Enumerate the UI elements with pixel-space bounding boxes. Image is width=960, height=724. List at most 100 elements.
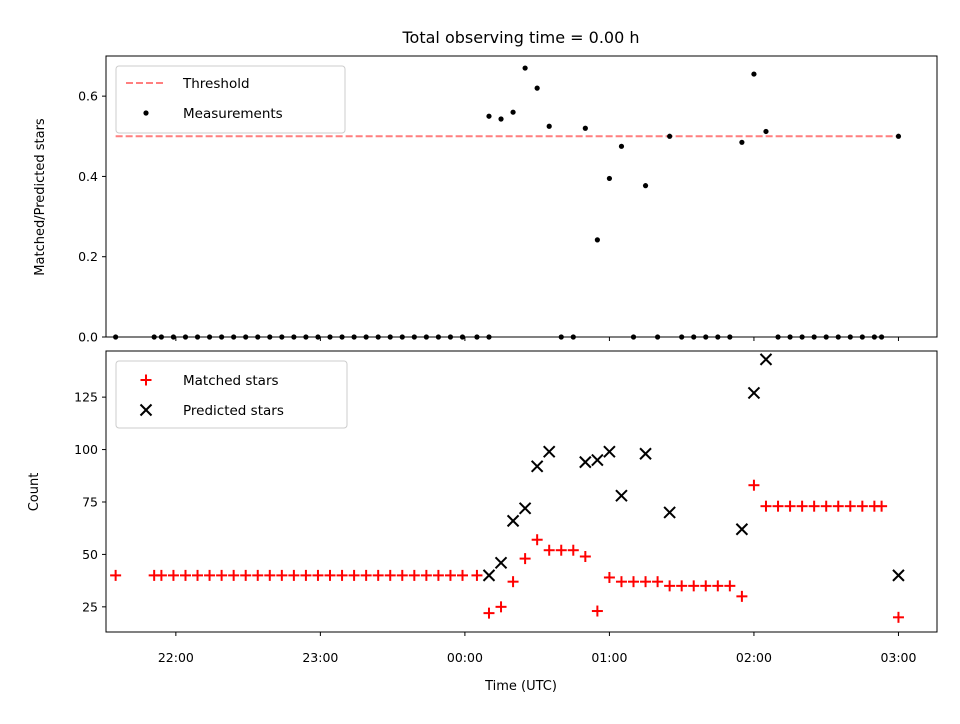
measurement-point [339, 334, 345, 340]
predicted-star-point-b [506, 514, 520, 528]
measurement-point [255, 334, 261, 340]
matched-star-point [760, 500, 772, 512]
legend-threshold-label: Threshold [182, 76, 250, 92]
matched-star-point [736, 590, 748, 602]
measurement-point [206, 334, 213, 340]
measurement-point [459, 334, 466, 340]
predicted-star-point [759, 353, 773, 366]
y-tick-label: 0.0 [78, 330, 98, 345]
predicted-star-point-b [494, 556, 508, 570]
matched-star-point [808, 500, 820, 512]
predicted-star-point [639, 447, 652, 460]
predicted-star-point [663, 506, 676, 519]
measurement-point [739, 139, 745, 145]
y-tick-label: 125 [74, 390, 98, 405]
measurement-point [654, 334, 661, 340]
matched-star-point [603, 571, 615, 583]
predicted-star-point-b [518, 502, 532, 515]
measurement-point [182, 334, 189, 340]
measurement-point [447, 334, 454, 340]
matched-star-point [652, 576, 664, 588]
measurement-point [727, 334, 733, 340]
matched-star-point [167, 569, 179, 581]
matched-star-point [579, 551, 591, 563]
ratio-panel: Matched/Predicted stars 0.0 0.2 0.4 0.6 Thre… [33, 55, 938, 345]
predicted-star-point-b [615, 489, 628, 502]
measurement-point [775, 334, 781, 340]
matched-star-point [796, 500, 808, 512]
matched-star-point [372, 569, 384, 581]
measurement-point [423, 334, 429, 340]
matched-star-point [336, 569, 348, 581]
measurement-point [435, 334, 441, 340]
matched-star-point [748, 479, 760, 491]
measurement-point [859, 334, 865, 340]
measurement-point [474, 334, 480, 340]
matched-star-point [300, 569, 312, 581]
measurement-point [170, 334, 177, 340]
top-y-axis-label: Matched/Predicted stars [33, 118, 48, 276]
predicted-star-point [747, 386, 761, 400]
measurement-point [194, 334, 201, 340]
predicted-star-point-b [603, 445, 616, 458]
measurement-point [522, 65, 528, 71]
measurement-point [763, 128, 769, 135]
plot-frame [105, 55, 938, 338]
predicted-star-point [542, 445, 556, 458]
measurement-point [534, 85, 540, 91]
measurement-point [703, 334, 709, 340]
measurement-point [486, 334, 492, 340]
x-tick-label: 22:00 [158, 650, 194, 665]
legend-box [115, 360, 348, 429]
measurement-point [363, 334, 369, 340]
predicted-star-point [735, 523, 749, 536]
plot-frame [105, 350, 938, 633]
measurement-point [895, 133, 902, 139]
predicted-star-point-b [663, 506, 676, 519]
measurement-point [498, 116, 504, 122]
matched-star-point [396, 569, 408, 581]
top-legend: Threshold Measurements [115, 65, 346, 134]
measurement-point [787, 334, 793, 340]
legend-predicted-swatch-b [139, 403, 153, 417]
predicted-star-point [506, 514, 520, 528]
matched-star-point [324, 569, 336, 581]
matched-star-point [483, 607, 495, 619]
measurement-point [691, 334, 697, 340]
legend-matched-label: Matched stars [183, 373, 279, 389]
measurement-point [113, 334, 119, 340]
x-tick-label: 23:00 [302, 650, 338, 665]
x-tick-label: 02:00 [736, 650, 772, 665]
measurement-point [570, 334, 576, 340]
measurement-point [667, 133, 673, 139]
matched-star-point [179, 569, 191, 581]
measurement-point [679, 334, 685, 340]
measurement-point [510, 109, 516, 115]
measurement-point [219, 334, 225, 340]
predicted-star-point [482, 569, 496, 582]
legend-box [115, 65, 346, 134]
measurement-point [847, 334, 853, 340]
matched-star-point [444, 569, 456, 581]
matched-star-point [110, 569, 122, 581]
matched-star-point [276, 569, 288, 581]
legend-measurement-label: Measurements [183, 106, 283, 122]
matched-star-point [228, 569, 240, 581]
matched-star-point [567, 544, 579, 556]
measurement-point [606, 175, 613, 182]
measurement-point [303, 334, 309, 340]
matched-star-point [628, 576, 640, 588]
matched-star-point [384, 569, 396, 581]
measurement-point [291, 334, 297, 340]
matched-star-point [832, 500, 844, 512]
measurement-point [375, 334, 381, 340]
measurement-point [267, 334, 273, 340]
y-tick-label: 0.6 [78, 89, 98, 104]
measurement-point [546, 123, 552, 129]
matched-star-point [456, 569, 468, 581]
legend-matched-swatch [140, 374, 152, 386]
matched-star-point [844, 500, 856, 512]
predicted-star-point [892, 569, 905, 582]
matched-star-point [856, 500, 868, 512]
